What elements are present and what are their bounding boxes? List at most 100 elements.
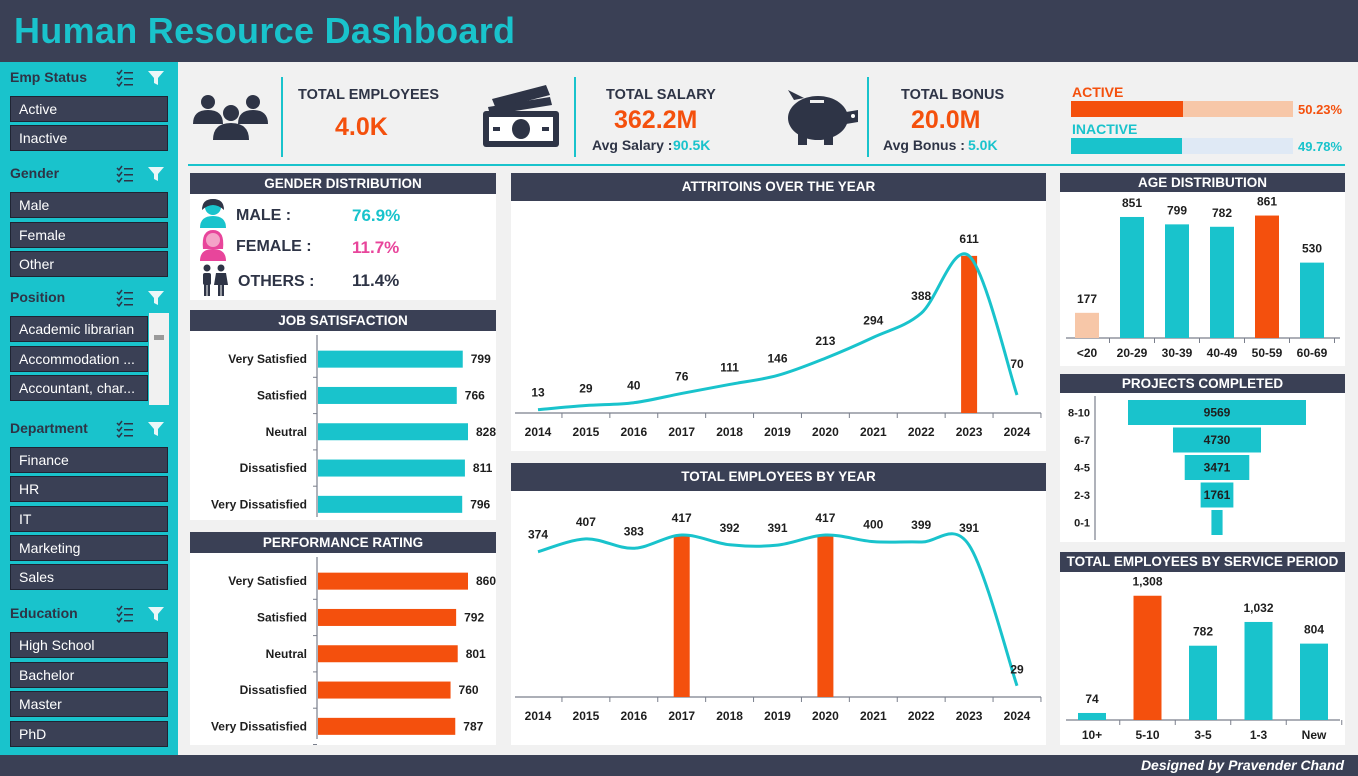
job-satisfaction-chart: Very Satisfied 799 Satisfied 766 Neutral 828 D… — [211, 335, 496, 517]
avg-salary-label: Avg Salary : — [592, 137, 673, 153]
age-distribution-value-label: 177 — [1077, 292, 1097, 306]
gender-slicer-item[interactable]: Female — [10, 222, 168, 248]
attritions-line[interactable] — [537, 252, 1019, 412]
education-slicer-item[interactable]: Bachelor — [10, 662, 168, 688]
performance-rating-value-label: 760 — [459, 683, 479, 697]
emp-status-slicer-item[interactable]: Inactive — [10, 125, 168, 151]
job-satisfaction-bar[interactable] — [318, 459, 465, 477]
age-distribution-bar[interactable] — [1120, 216, 1144, 338]
service-period-bar[interactable] — [1189, 645, 1217, 720]
age-distribution-panel — [1060, 173, 1345, 366]
attritions-x-label: 2018 — [716, 425, 743, 439]
attritions-data-label: 111 — [720, 360, 739, 374]
age-distribution-bar[interactable] — [1165, 224, 1189, 338]
clear-filter-icon[interactable] — [147, 69, 165, 87]
education-slicer-item[interactable]: High School — [10, 632, 168, 658]
performance-rating-bar[interactable] — [318, 645, 458, 663]
multi-select-icon[interactable] — [116, 69, 134, 87]
projects-completed-bar[interactable] — [1211, 510, 1223, 535]
performance-rating-bar[interactable] — [318, 572, 468, 590]
performance-rating-bar[interactable] — [318, 717, 456, 735]
service-period-bar[interactable] — [1244, 621, 1273, 720]
employees-by-year-highlight-bar[interactable] — [817, 535, 834, 697]
employees-by-year-x-label: 2014 — [525, 709, 552, 723]
gender-slicer-title: Gender — [10, 165, 60, 181]
multi-select-icon[interactable] — [116, 165, 134, 183]
inactive-progress-track — [1071, 138, 1293, 154]
department-slicer-item[interactable]: HR — [10, 476, 168, 502]
age-distribution-bar[interactable] — [1210, 226, 1234, 338]
department-slicer-title: Department — [10, 420, 88, 436]
projects-completed-bar[interactable] — [1128, 400, 1306, 425]
performance-rating-value-label: 801 — [466, 647, 486, 661]
age-distribution-bar[interactable] — [1300, 262, 1324, 338]
department-slicer-item[interactable]: IT — [10, 506, 168, 532]
attritions-data-label: 13 — [531, 386, 545, 400]
position-slicer-item[interactable]: Academic librarian — [10, 316, 148, 342]
job-satisfaction-bar[interactable] — [318, 350, 463, 368]
service-period-x-label: New — [1302, 728, 1327, 742]
job-satisfaction-value-label: 766 — [465, 388, 485, 402]
performance-rating-header: PERFORMANCE RATING — [190, 532, 496, 553]
job-satisfaction-bar[interactable] — [318, 423, 468, 441]
department-slicer-item[interactable]: Marketing — [10, 535, 168, 561]
service-period-x-label: 10+ — [1082, 728, 1102, 742]
performance-rating-value-label: 860 — [476, 574, 496, 588]
position-slicer-item[interactable]: Accommodation ... — [10, 346, 148, 372]
employees-by-year-data-label: 417 — [815, 511, 835, 525]
attritions-header: ATTRITOINS OVER THE YEAR — [511, 173, 1046, 201]
job-satisfaction-value-label: 811 — [473, 461, 493, 475]
age-distribution-value-label: 861 — [1257, 195, 1277, 209]
service-period-bar[interactable] — [1133, 595, 1162, 720]
gender-slicer-item[interactable]: Male — [10, 192, 168, 218]
total-salary-value: 362.2M — [614, 106, 698, 134]
education-slicer-item[interactable]: PhD — [10, 721, 168, 747]
education-slicer-item[interactable]: Master — [10, 691, 168, 717]
multi-select-icon[interactable] — [116, 605, 134, 623]
age-distribution-bar[interactable] — [1075, 312, 1099, 338]
performance-rating-category-label: Neutral — [266, 647, 307, 661]
projects-completed-value-label: 4730 — [1204, 433, 1231, 447]
clear-filter-icon[interactable] — [147, 289, 165, 307]
avg-salary-value: 90.5K — [673, 137, 711, 153]
age-distribution-x-label: 40-49 — [1207, 346, 1238, 360]
position-slicer-item[interactable]: Accountant, char... — [10, 375, 148, 401]
age-distribution-x-label: <20 — [1077, 346, 1098, 360]
service-period-value-label: 782 — [1193, 625, 1213, 639]
employees-by-year-x-label: 2024 — [1004, 709, 1031, 723]
attritions-highlight-bar[interactable] — [961, 255, 978, 413]
projects-completed-bar[interactable] — [1173, 427, 1261, 453]
job-satisfaction-bar[interactable] — [318, 495, 463, 513]
position-scrollbar[interactable] — [149, 313, 169, 405]
position-slicer-title: Position — [10, 289, 66, 305]
projects-completed-bar[interactable] — [1200, 482, 1234, 508]
age-distribution-value-label: 782 — [1212, 206, 1232, 220]
people-icon — [193, 95, 268, 140]
clear-filter-icon[interactable] — [147, 165, 165, 183]
employees-by-year-line[interactable] — [537, 532, 1019, 687]
department-slicer-item[interactable]: Finance — [10, 447, 168, 473]
emp-status-slicer-item[interactable]: Active — [10, 96, 168, 122]
performance-rating-category-label: Very Dissatisfied — [211, 719, 307, 733]
gender-slicer-item[interactable]: Other — [10, 251, 168, 277]
performance-rating-bar[interactable] — [318, 608, 457, 626]
projects-completed-bar[interactable] — [1184, 455, 1250, 480]
position-scrollbar-thumb[interactable] — [154, 335, 164, 340]
age-distribution-bar[interactable] — [1255, 215, 1279, 338]
job-satisfaction-bar[interactable] — [318, 386, 457, 404]
department-slicer-item[interactable]: Sales — [10, 564, 168, 590]
service-period-bar[interactable] — [1300, 643, 1328, 720]
clear-filter-icon[interactable] — [147, 420, 165, 438]
job-satisfaction-panel — [190, 310, 496, 520]
service-period-bar[interactable] — [1078, 712, 1106, 720]
employees-by-year-highlight-bar[interactable] — [673, 535, 690, 697]
age-distribution-value-label: 530 — [1302, 242, 1322, 256]
clear-filter-icon[interactable] — [147, 605, 165, 623]
employees-by-year-data-label: 400 — [863, 518, 883, 532]
attritions-data-label: 29 — [579, 382, 593, 396]
multi-select-icon[interactable] — [116, 420, 134, 438]
performance-rating-bar[interactable] — [318, 681, 451, 699]
total-employees-label: TOTAL EMPLOYEES — [298, 87, 439, 103]
female-icon — [200, 230, 226, 261]
multi-select-icon[interactable] — [116, 289, 134, 307]
